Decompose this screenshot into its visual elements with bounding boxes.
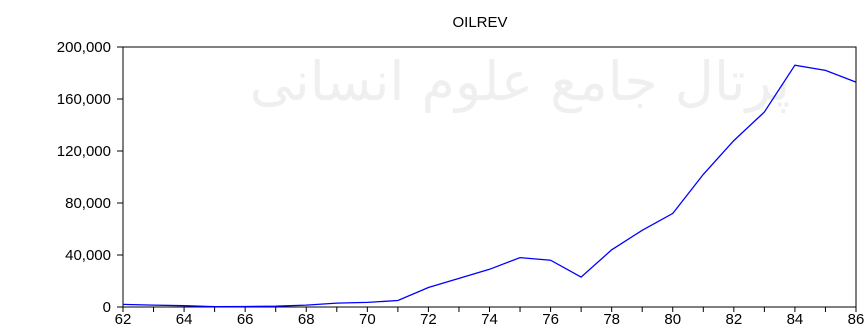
x-tick-label: 86 bbox=[848, 311, 865, 325]
chart-title: OILREV bbox=[452, 14, 507, 31]
x-tick-label: 84 bbox=[787, 311, 804, 325]
x-tick-label: 76 bbox=[542, 311, 559, 325]
x-tick-label: 66 bbox=[237, 311, 254, 325]
x-tick-label: 72 bbox=[420, 311, 437, 325]
x-tick-label: 80 bbox=[664, 311, 681, 325]
series-line bbox=[122, 64, 857, 308]
y-tick-label: 80,000 bbox=[65, 195, 111, 212]
y-tick-label: 0 bbox=[103, 299, 111, 316]
y-tick-label: 200,000 bbox=[57, 39, 111, 56]
x-tick-label: 62 bbox=[115, 311, 132, 325]
x-tick-label: 70 bbox=[359, 311, 376, 325]
y-axis: 0 40,000 80,000 120,000 160,000 200,000 bbox=[57, 39, 123, 316]
y-tick-label: 160,000 bbox=[57, 91, 111, 108]
y-tick-label: 120,000 bbox=[57, 143, 111, 160]
x-tick-label: 74 bbox=[481, 311, 498, 325]
watermark-logo-text: پرتال جامع علوم انسانی bbox=[250, 50, 791, 114]
x-axis: 62 64 66 68 70 72 74 76 78 80 82 84 86 bbox=[115, 307, 865, 325]
x-tick-label: 78 bbox=[603, 311, 620, 325]
x-tick-label: 64 bbox=[176, 311, 193, 325]
x-tick-label: 82 bbox=[725, 311, 742, 325]
x-tick-label: 68 bbox=[298, 311, 315, 325]
y-tick-label: 40,000 bbox=[65, 247, 111, 264]
series-group bbox=[122, 64, 857, 308]
